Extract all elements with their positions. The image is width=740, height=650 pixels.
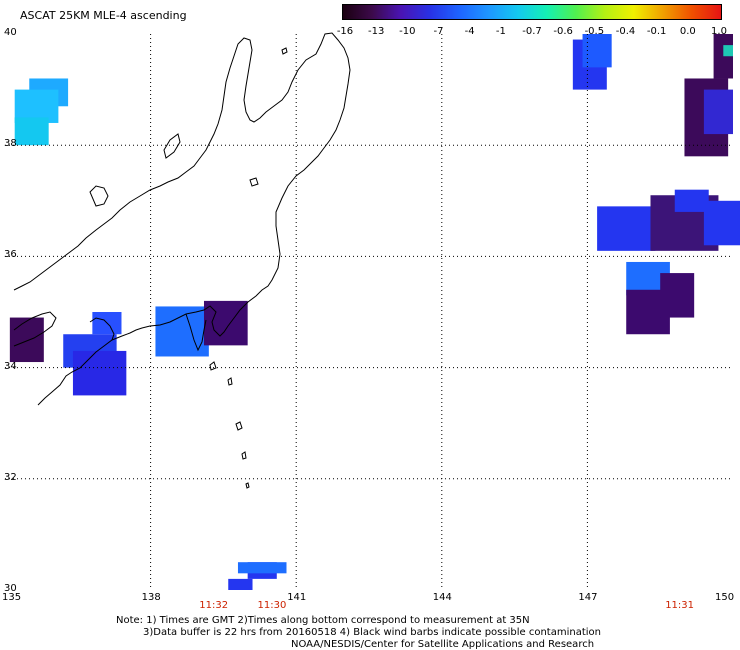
wind-cell <box>14 117 49 146</box>
latitude-label: 32 <box>4 471 17 483</box>
data-cells <box>9 34 740 590</box>
longitude-label: 147 <box>578 592 598 603</box>
colorbar-label: -0.4 <box>615 26 636 37</box>
wind-cell <box>237 562 287 574</box>
grid-lines <box>5 34 733 590</box>
wind-cell <box>660 273 695 318</box>
longitude-label: 144 <box>432 592 452 603</box>
wind-cell <box>9 317 44 363</box>
coastline <box>13 32 351 489</box>
latitude-label: 36 <box>4 249 17 261</box>
chart-title: ASCAT 25KM MLE-4 ascending <box>20 9 187 22</box>
colorbar-label: -7 <box>433 26 444 37</box>
coastline-izu <box>185 313 207 352</box>
wind-cell <box>723 45 733 57</box>
colorbar-label: -13 <box>367 26 385 37</box>
wind-cell <box>674 189 709 212</box>
island-izu-1 <box>209 361 217 371</box>
colorbar <box>342 4 722 20</box>
colorbar-label: -0.1 <box>646 26 667 37</box>
colorbar-label: -1 <box>495 26 506 37</box>
note-line-2: 3)Data buffer is 22 hrs from 20160518 4)… <box>143 627 601 638</box>
island-izu-2 <box>227 377 233 386</box>
colorbar-label: -0.6 <box>553 26 573 37</box>
longitude-label: 150 <box>715 592 735 603</box>
colorbar-label: -16 <box>336 26 354 37</box>
wind-cell <box>228 578 253 590</box>
colorbar-label: -4 <box>464 26 475 37</box>
island-izu-3 <box>235 421 243 431</box>
wind-cell <box>703 200 740 246</box>
colorbar-label: 0.0 <box>679 26 696 37</box>
island-oshima <box>249 177 259 187</box>
longitude-label: 138 <box>141 592 161 603</box>
wind-cell <box>155 306 209 357</box>
colorbar-label: 1.0 <box>711 26 727 37</box>
coastline-kii <box>89 317 115 341</box>
latitude-label: 38 <box>4 138 17 150</box>
coastline-shikoku <box>13 311 57 347</box>
longitude-label: 141 <box>287 592 307 603</box>
time-label: 11:31 <box>665 600 695 611</box>
coastline-honshu <box>13 32 351 406</box>
island-north <box>281 47 288 55</box>
island-izu-5 <box>245 482 250 489</box>
colorbar-label: -0.7 <box>522 26 542 37</box>
colorbar-label: -10 <box>399 26 416 37</box>
wind-cell <box>72 350 127 396</box>
colorbar-label: -0.5 <box>584 26 605 37</box>
latitude-label: 40 <box>4 27 17 38</box>
island-sado <box>163 133 181 159</box>
time-label: 11:30 <box>257 600 287 611</box>
island-izu-4 <box>241 451 247 460</box>
time-label: 11:32 <box>199 600 229 611</box>
note-line-1: Note: 1) Times are GMT 2)Times along bot… <box>116 615 530 626</box>
wind-cell <box>597 206 656 251</box>
latitude-label: 34 <box>4 360 17 372</box>
wind-cell <box>203 300 248 346</box>
note-line-3: NOAA/NESDIS/Center for Satellite Applica… <box>291 639 595 650</box>
latitude-label: 30 <box>4 583 17 594</box>
island-noto <box>89 185 109 207</box>
longitude-label: 135 <box>2 592 22 603</box>
wind-cell <box>703 89 733 135</box>
